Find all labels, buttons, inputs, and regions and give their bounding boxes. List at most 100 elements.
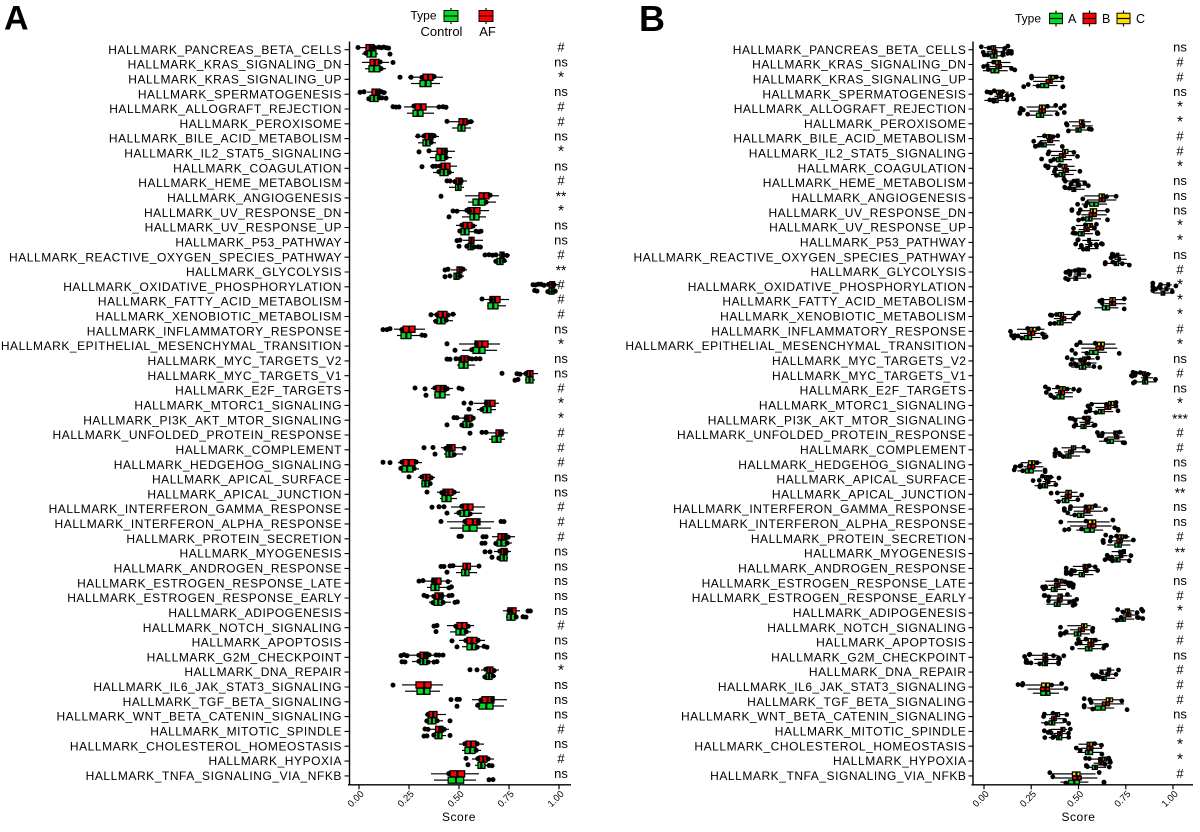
svg-text:ns: ns (1173, 351, 1187, 366)
svg-text:HALLMARK_INTERFERON_GAMMA_RESP: HALLMARK_INTERFERON_GAMMA_RESPONSE (673, 502, 966, 516)
svg-text:ns: ns (554, 484, 568, 499)
svg-text:#: # (557, 277, 565, 292)
svg-text:B: B (639, 0, 665, 39)
svg-text:HALLMARK_HEME_METABOLISM: HALLMARK_HEME_METABOLISM (138, 176, 342, 190)
svg-text:HALLMARK_PI3K_AKT_MTOR_SIGNALI: HALLMARK_PI3K_AKT_MTOR_SIGNALING (708, 413, 967, 427)
svg-text:ns: ns (1173, 381, 1187, 396)
svg-text:Score: Score (442, 810, 476, 824)
svg-text:ns: ns (554, 707, 568, 722)
svg-text:HALLMARK_EPITHELIAL_MESENCHYMA: HALLMARK_EPITHELIAL_MESENCHYMAL_TRANSITI… (625, 339, 966, 353)
svg-text:ns: ns (1173, 707, 1187, 722)
svg-text:HALLMARK_ESTROGEN_RESPONSE_EAR: HALLMARK_ESTROGEN_RESPONSE_EARLY (692, 591, 967, 605)
svg-text:HALLMARK_CHOLESTEROL_HOMEOSTAS: HALLMARK_CHOLESTEROL_HOMEOSTASIS (694, 739, 966, 753)
svg-text:HALLMARK_MYOGENESIS: HALLMARK_MYOGENESIS (180, 547, 343, 561)
svg-text:#: # (557, 618, 565, 633)
svg-text:HALLMARK_OXIDATIVE_PHOSPHORYLA: HALLMARK_OXIDATIVE_PHOSPHORYLATION (63, 280, 342, 294)
svg-text:HALLMARK_GLYCOLYSIS: HALLMARK_GLYCOLYSIS (810, 265, 966, 279)
svg-text:**: ** (556, 189, 567, 204)
svg-text:#: # (1176, 558, 1184, 573)
svg-text:HALLMARK_MYC_TARGETS_V2: HALLMARK_MYC_TARGETS_V2 (148, 354, 342, 368)
svg-text:HALLMARK_UV_RESPONSE_DN: HALLMARK_UV_RESPONSE_DN (144, 206, 342, 220)
svg-text:HALLMARK_ESTROGEN_RESPONSE_LAT: HALLMARK_ESTROGEN_RESPONSE_LATE (77, 576, 342, 590)
svg-text:HALLMARK_DNA_REPAIR: HALLMARK_DNA_REPAIR (184, 665, 342, 679)
svg-text:ns: ns (554, 603, 568, 618)
svg-text:HALLMARK_SPERMATOGENESIS: HALLMARK_SPERMATOGENESIS (138, 87, 342, 101)
svg-text:HALLMARK_GLYCOLYSIS: HALLMARK_GLYCOLYSIS (186, 265, 342, 279)
svg-text:ns: ns (554, 158, 568, 173)
svg-text:*: * (558, 336, 564, 353)
svg-text:HALLMARK_KRAS_SIGNALING_UP: HALLMARK_KRAS_SIGNALING_UP (753, 72, 967, 86)
svg-text:*: * (1177, 396, 1183, 413)
svg-text:#: # (557, 514, 565, 529)
svg-text:HALLMARK_IL2_STAT5_SIGNALING: HALLMARK_IL2_STAT5_SIGNALING (124, 147, 342, 161)
svg-text:HALLMARK_ANDROGEN_RESPONSE: HALLMARK_ANDROGEN_RESPONSE (114, 562, 342, 576)
svg-text:HALLMARK_MTORC1_SIGNALING: HALLMARK_MTORC1_SIGNALING (759, 399, 967, 413)
svg-text:*: * (1177, 292, 1183, 309)
svg-text:*: * (1177, 277, 1183, 294)
svg-text:ns: ns (554, 129, 568, 144)
svg-text:HALLMARK_IL6_JAK_STAT3_SIGNALI: HALLMARK_IL6_JAK_STAT3_SIGNALING (718, 680, 967, 694)
svg-text:HALLMARK_TGF_BETA_SIGNALING: HALLMARK_TGF_BETA_SIGNALING (747, 695, 966, 709)
svg-text:*: * (558, 396, 564, 413)
svg-text:HALLMARK_CHOLESTEROL_HOMEOSTAS: HALLMARK_CHOLESTEROL_HOMEOSTASIS (70, 739, 342, 753)
svg-text:HALLMARK_ALLOGRAFT_REJECTION: HALLMARK_ALLOGRAFT_REJECTION (109, 102, 342, 116)
svg-text:HALLMARK_ADIPOGENESIS: HALLMARK_ADIPOGENESIS (168, 606, 342, 620)
svg-text:HALLMARK_APOPTOSIS: HALLMARK_APOPTOSIS (816, 636, 966, 650)
svg-text:#: # (1176, 633, 1184, 648)
svg-text:#: # (1176, 662, 1184, 677)
svg-text:**: ** (556, 263, 567, 278)
svg-text:HALLMARK_FATTY_ACID_METABOLISM: HALLMARK_FATTY_ACID_METABOLISM (722, 295, 966, 309)
svg-text:HALLMARK_BILE_ACID_METABOLISM: HALLMARK_BILE_ACID_METABOLISM (109, 132, 342, 146)
svg-text:ns: ns (554, 736, 568, 751)
svg-text:ns: ns (1173, 470, 1187, 485)
svg-text:#: # (557, 529, 565, 544)
svg-text:ns: ns (1173, 499, 1187, 514)
svg-text:ns: ns (554, 677, 568, 692)
svg-text:*: * (1177, 159, 1183, 176)
svg-text:*: * (558, 662, 564, 679)
svg-text:HALLMARK_FATTY_ACID_METABOLISM: HALLMARK_FATTY_ACID_METABOLISM (98, 295, 342, 309)
svg-text:HALLMARK_HEME_METABOLISM: HALLMARK_HEME_METABOLISM (763, 176, 967, 190)
svg-text:#: # (1176, 143, 1184, 158)
svg-text:#: # (557, 499, 565, 514)
svg-text:HALLMARK_INTERFERON_ALPHA_RESP: HALLMARK_INTERFERON_ALPHA_RESPONSE (55, 517, 342, 531)
svg-text:ns: ns (554, 766, 568, 781)
svg-text:HALLMARK_XENOBIOTIC_METABOLISM: HALLMARK_XENOBIOTIC_METABOLISM (720, 310, 966, 324)
svg-text:B: B (1102, 12, 1110, 26)
svg-text:HALLMARK_MYC_TARGETS_V1: HALLMARK_MYC_TARGETS_V1 (148, 369, 342, 383)
svg-text:*: * (1177, 736, 1183, 753)
svg-text:HALLMARK_UV_RESPONSE_UP: HALLMARK_UV_RESPONSE_UP (145, 221, 342, 235)
svg-text:*: * (558, 144, 564, 161)
svg-text:HALLMARK_MTORC1_SIGNALING: HALLMARK_MTORC1_SIGNALING (134, 399, 342, 413)
svg-text:HALLMARK_INFLAMMATORY_RESPONSE: HALLMARK_INFLAMMATORY_RESPONSE (87, 324, 342, 338)
svg-text:ns: ns (554, 692, 568, 707)
svg-text:HALLMARK_APOPTOSIS: HALLMARK_APOPTOSIS (192, 636, 342, 650)
svg-text:ns: ns (554, 633, 568, 648)
svg-text:ns: ns (1173, 203, 1187, 218)
svg-text:***: *** (1172, 411, 1189, 426)
svg-text:ns: ns (1173, 84, 1187, 99)
svg-text:**: ** (1175, 486, 1186, 501)
svg-text:HALLMARK_ANDROGEN_RESPONSE: HALLMARK_ANDROGEN_RESPONSE (738, 562, 966, 576)
svg-text:HALLMARK_REACTIVE_OXYGEN_SPECI: HALLMARK_REACTIVE_OXYGEN_SPECIES_PATHWAY (634, 250, 967, 264)
svg-text:#: # (1176, 618, 1184, 633)
svg-text:#: # (1176, 588, 1184, 603)
svg-text:*: * (558, 70, 564, 87)
svg-text:HALLMARK_HEDGEHOG_SIGNALING: HALLMARK_HEDGEHOG_SIGNALING (114, 458, 342, 472)
svg-text:HALLMARK_NOTCH_SIGNALING: HALLMARK_NOTCH_SIGNALING (143, 621, 342, 635)
svg-text:HALLMARK_BILE_ACID_METABOLISM: HALLMARK_BILE_ACID_METABOLISM (733, 132, 966, 146)
svg-text:ns: ns (1173, 40, 1187, 55)
svg-text:HALLMARK_REACTIVE_OXYGEN_SPECI: HALLMARK_REACTIVE_OXYGEN_SPECIES_PATHWAY (9, 250, 342, 264)
svg-text:#: # (557, 307, 565, 322)
svg-text:HALLMARK_TNFA_SIGNALING_VIA_NF: HALLMARK_TNFA_SIGNALING_VIA_NFKB (86, 769, 342, 783)
svg-text:*: * (558, 203, 564, 220)
svg-text:HALLMARK_DNA_REPAIR: HALLMARK_DNA_REPAIR (809, 665, 967, 679)
svg-text:*: * (1177, 233, 1183, 250)
svg-text:ns: ns (1173, 514, 1187, 529)
svg-text:HALLMARK_G2M_CHECKPOINT: HALLMARK_G2M_CHECKPOINT (147, 650, 342, 664)
svg-text:HALLMARK_EPITHELIAL_MESENCHYMA: HALLMARK_EPITHELIAL_MESENCHYMAL_TRANSITI… (1, 339, 342, 353)
svg-text:HALLMARK_G2M_CHECKPOINT: HALLMARK_G2M_CHECKPOINT (771, 650, 966, 664)
svg-text:A: A (1068, 12, 1077, 26)
svg-text:ns: ns (1173, 247, 1187, 262)
svg-text:ns: ns (1173, 573, 1187, 588)
